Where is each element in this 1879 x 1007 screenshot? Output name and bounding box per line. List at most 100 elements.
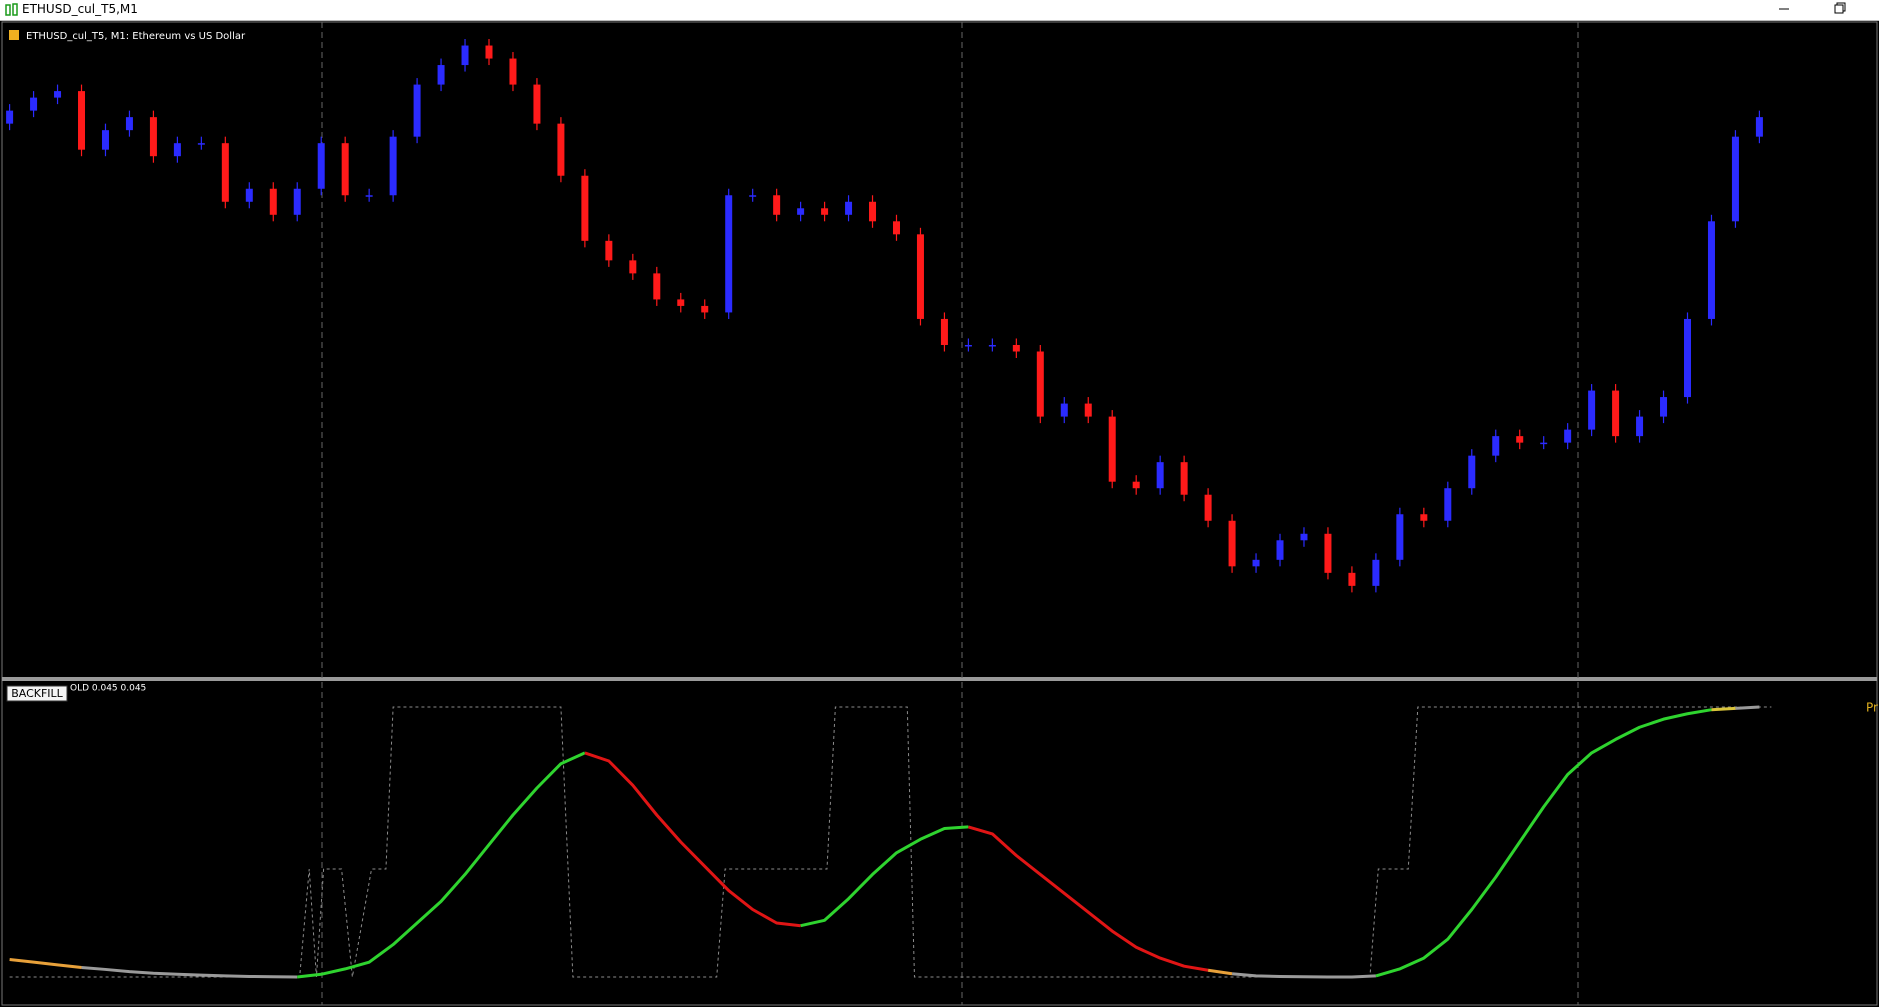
candle-body — [653, 273, 661, 300]
candle-body — [1252, 559, 1260, 567]
candle-body — [221, 143, 229, 202]
candle-body — [581, 175, 589, 241]
title-bar: ETHUSD_cul_T5,M1 — [0, 0, 1879, 21]
candle-body — [1588, 390, 1596, 430]
oscillator-line — [1231, 972, 1376, 979]
candle-body — [773, 195, 781, 215]
candle-body — [725, 195, 733, 313]
candle-body — [1420, 514, 1428, 521]
candle-body — [317, 143, 325, 189]
candle-body — [365, 195, 373, 197]
candle-body — [1540, 442, 1548, 445]
candle-body — [605, 240, 613, 261]
candle-body — [821, 208, 829, 215]
candle-body — [1060, 403, 1068, 417]
candle-body — [173, 143, 181, 157]
candle-body — [1444, 488, 1452, 521]
candle-body — [1755, 117, 1763, 137]
candle-body — [413, 84, 421, 137]
chart: ETHUSD_cul_T5, M1: Ethereum vs US Dollar… — [1, 21, 1878, 1006]
candle-body — [149, 117, 157, 157]
candle-body — [269, 188, 277, 215]
candle-body — [1036, 351, 1044, 417]
candle-body — [797, 208, 805, 215]
chart-label: ETHUSD_cul_T5, M1: Ethereum vs US Dollar — [26, 31, 246, 42]
candle-body — [1492, 436, 1500, 456]
candle-body — [1564, 429, 1572, 443]
candle-body — [437, 65, 445, 85]
candle-body — [485, 45, 493, 59]
oscillator-line — [81, 966, 298, 979]
candle-body — [964, 344, 972, 347]
candle-body — [1731, 136, 1739, 222]
candle-body — [1132, 481, 1140, 489]
candle-body — [557, 123, 565, 176]
candle-body — [293, 188, 301, 215]
candle-body — [1612, 390, 1620, 437]
candle-body — [389, 136, 397, 196]
candle-body — [461, 45, 469, 66]
candle-body — [101, 130, 109, 150]
candle-body — [533, 84, 541, 124]
candle-body — [845, 201, 853, 215]
candle-body — [1108, 416, 1116, 482]
oscillator-line — [1735, 705, 1760, 710]
candle-body — [1684, 318, 1691, 398]
candle-body — [749, 195, 757, 197]
candle-body — [916, 234, 924, 319]
candle-body — [1636, 416, 1644, 437]
candle-body — [677, 299, 685, 306]
candle-body — [940, 318, 948, 345]
candle-body — [1324, 533, 1332, 573]
candle-body — [30, 97, 38, 111]
candle-body — [245, 188, 253, 202]
step-line — [9, 706, 1772, 978]
candle-body — [892, 221, 900, 235]
oscillator-line — [297, 751, 586, 979]
candle-body — [125, 117, 133, 131]
candle-body — [1204, 494, 1212, 521]
window-controls — [1779, 2, 1846, 14]
candle-body — [1660, 397, 1668, 417]
indicator-label: OLD 0.045 0.045 — [70, 684, 146, 694]
oscillator-line — [9, 957, 82, 970]
candle-body — [1180, 462, 1188, 495]
oscillator-line — [1711, 706, 1736, 712]
symbol-icon — [9, 30, 19, 40]
candle-body — [1228, 520, 1236, 567]
candle-body — [1372, 559, 1380, 586]
candle-body — [1300, 533, 1308, 541]
candle-body — [509, 58, 517, 85]
window-title: ETHUSD_cul_T5,M1 — [22, 2, 138, 16]
candle-body — [1156, 462, 1164, 489]
chart-frame — [1, 21, 1878, 1006]
candle-body — [988, 344, 996, 347]
oscillator-line — [1375, 708, 1712, 978]
candle-body — [701, 305, 709, 313]
app-icon — [5, 3, 18, 16]
candle-body — [1276, 540, 1284, 560]
candle-body — [6, 110, 14, 124]
candle-body — [1516, 436, 1524, 443]
oscillator-line — [1207, 968, 1233, 976]
candle-body — [1012, 344, 1020, 352]
candle-body — [1084, 403, 1092, 417]
candle-body — [197, 143, 205, 145]
oscillator-line — [584, 751, 801, 928]
oscillator-line — [800, 825, 969, 928]
candle-body — [1468, 455, 1476, 489]
side-label: Pr — [1866, 701, 1878, 715]
candle-body — [1707, 221, 1715, 319]
oscillator-line — [967, 825, 1209, 972]
candle-body — [341, 143, 349, 196]
candle-body — [54, 91, 62, 98]
candle-body — [78, 91, 86, 150]
candle-body — [1396, 514, 1404, 560]
backfill-button[interactable] — [6, 685, 68, 702]
candle-body — [869, 201, 877, 222]
candle-body — [629, 260, 637, 274]
backfill-label[interactable]: BACKFILL — [11, 687, 63, 700]
candle-body — [1348, 572, 1356, 586]
restore-button[interactable] — [1834, 4, 1844, 14]
